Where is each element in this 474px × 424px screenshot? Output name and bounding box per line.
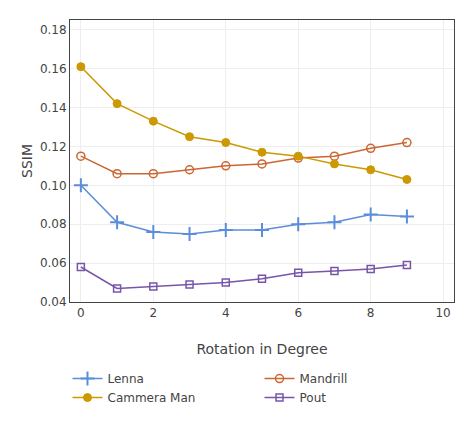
- svg-text:0.16: 0.16: [40, 62, 67, 76]
- svg-text:0.18: 0.18: [40, 23, 67, 37]
- svg-text:8: 8: [367, 306, 375, 320]
- svg-text:0.08: 0.08: [40, 217, 67, 231]
- svg-text:0.12: 0.12: [40, 140, 67, 154]
- svg-text:Rotation in Degree: Rotation in Degree: [196, 341, 327, 357]
- svg-text:6: 6: [294, 306, 302, 320]
- svg-text:10: 10: [435, 306, 450, 320]
- svg-text:Cammera Man: Cammera Man: [108, 391, 196, 405]
- svg-text:4: 4: [222, 306, 230, 320]
- svg-text:0.04: 0.04: [40, 295, 67, 309]
- svg-text:2: 2: [149, 306, 157, 320]
- svg-text:Lenna: Lenna: [108, 372, 144, 386]
- svg-text:Pout: Pout: [300, 391, 327, 405]
- svg-text:0.10: 0.10: [40, 179, 67, 193]
- svg-text:0: 0: [77, 306, 85, 320]
- svg-text:Mandrill: Mandrill: [300, 372, 348, 386]
- svg-text:0.14: 0.14: [40, 101, 67, 115]
- svg-text:SSIM: SSIM: [19, 144, 35, 178]
- svg-text:0.06: 0.06: [40, 256, 67, 270]
